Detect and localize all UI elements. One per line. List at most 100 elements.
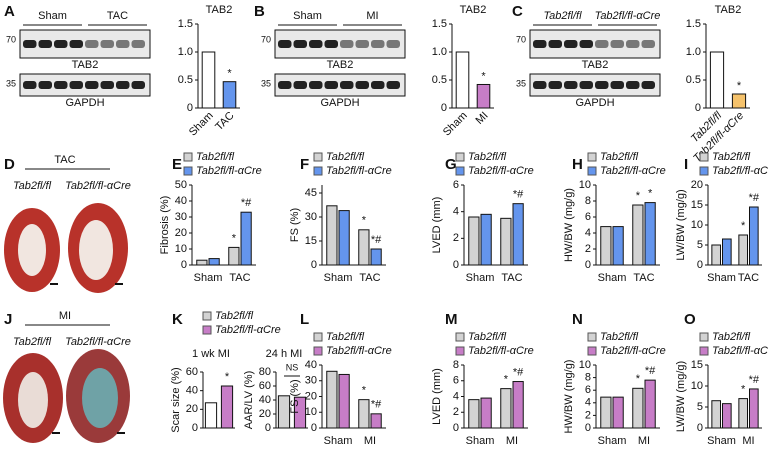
y-axis-label: LW/BW (mg/g) — [675, 361, 687, 432]
group-label: Tab2fl/fl-αCre — [595, 10, 661, 22]
y-tick-label: 4 — [585, 227, 591, 239]
x-tick-label: TAC — [359, 272, 380, 284]
image-label: Tab2fl/fl — [13, 336, 52, 348]
blot-band — [626, 81, 640, 89]
blot-band — [131, 81, 145, 89]
y-tick-label: 0.5 — [686, 74, 701, 86]
legend-swatch — [313, 346, 323, 356]
bar — [222, 81, 237, 109]
significance: * — [225, 371, 230, 383]
significance: * — [227, 68, 232, 80]
y-tick-label: 10 — [579, 359, 591, 371]
panel-letter: O — [684, 311, 696, 328]
y-tick-label: 8 — [585, 372, 591, 384]
x-tick-label: TAC — [633, 272, 654, 284]
significance: * — [481, 70, 486, 82]
bar — [711, 244, 721, 266]
bar — [480, 213, 492, 266]
blot-band — [355, 81, 369, 89]
blot-band — [533, 40, 547, 48]
significance: * — [636, 190, 641, 202]
y-tick-label: 45 — [305, 187, 317, 199]
blot-band — [610, 81, 624, 89]
y-tick-label: 20 — [691, 179, 703, 191]
legend-label: Tab2fl/fl-αCre — [326, 345, 392, 357]
blot-band — [548, 81, 562, 89]
y-tick-label: 30 — [305, 375, 317, 387]
panel-letter: I — [684, 156, 688, 173]
band-label: GAPDH — [575, 97, 614, 109]
x-tick-label: Sham — [707, 272, 736, 284]
y-tick-label: 6 — [585, 384, 591, 396]
legend-swatch — [699, 166, 709, 176]
legend-swatch — [455, 332, 465, 342]
blot-band — [116, 40, 130, 48]
blot-band — [340, 81, 354, 89]
panel-letter: J — [4, 311, 12, 328]
bar — [632, 387, 644, 429]
y-tick-label: 30 — [175, 211, 187, 223]
blot-band — [548, 40, 562, 48]
blot-band — [564, 40, 578, 48]
histology-j — [3, 349, 130, 443]
blot-band — [564, 81, 578, 89]
y-tick-label: 2 — [585, 409, 591, 421]
panel-letter: F — [300, 156, 309, 173]
panel-letter: G — [445, 156, 457, 173]
blot-band — [23, 40, 37, 48]
blot-band — [386, 81, 400, 89]
significance: * — [232, 232, 237, 244]
y-tick-label: 5 — [697, 239, 703, 251]
legend-swatch — [183, 152, 193, 162]
x-tick-label: TAC — [213, 110, 237, 134]
bar — [220, 385, 234, 429]
y-tick-label: 1.5 — [432, 18, 447, 30]
x-tick-label: TAC — [229, 272, 250, 284]
x-tick-label: MI — [638, 435, 650, 447]
blot-band — [610, 40, 624, 48]
y-tick-label: 0 — [441, 102, 447, 114]
legend-label: Tab2fl/fl — [468, 151, 507, 163]
blot-band — [23, 81, 37, 89]
bar — [228, 246, 240, 266]
bar — [722, 238, 732, 266]
bar — [480, 397, 492, 429]
bar — [644, 202, 656, 266]
y-tick-label: 40 — [305, 359, 317, 371]
scale-bar — [117, 432, 125, 434]
bar — [600, 396, 612, 429]
bar — [468, 399, 480, 429]
blot-band — [69, 40, 83, 48]
x-tick-label: Sham — [466, 435, 495, 447]
y-axis-label: LVED (mm) — [431, 197, 443, 254]
blot-band — [324, 81, 338, 89]
x-tick-label: MI — [474, 110, 491, 127]
y-tick-label: 0 — [697, 422, 703, 434]
y-tick-label: 0 — [697, 259, 703, 271]
marker-label: 35 — [516, 78, 526, 88]
bar — [338, 210, 350, 266]
y-tick-label: 40 — [175, 195, 187, 207]
y-tick-label: 2 — [453, 406, 459, 418]
blot-band — [100, 81, 114, 89]
y-tick-label: 6 — [453, 375, 459, 387]
blot-band — [116, 81, 130, 89]
panel-letter: M — [445, 311, 458, 328]
y-tick-label: 5 — [697, 401, 703, 413]
y-axis-label: Scar size (%) — [170, 367, 182, 432]
legend-swatch — [587, 332, 597, 342]
significance: * — [362, 215, 367, 227]
blot-band — [293, 40, 307, 48]
bar — [749, 388, 759, 429]
subtitle: 24 h MI — [266, 348, 303, 360]
blot-band — [309, 40, 323, 48]
blot-band — [595, 40, 609, 48]
legend-swatch — [699, 152, 709, 162]
y-tick-label: 40 — [186, 385, 198, 397]
legend-label: Tab2fl/fl — [712, 331, 751, 343]
y-axis-label: HW/BW (mg/g) — [563, 360, 575, 434]
marker-label: 70 — [516, 34, 526, 44]
y-axis-label: FS (%) — [289, 379, 301, 413]
blot-band — [533, 81, 547, 89]
blot-band — [69, 81, 83, 89]
